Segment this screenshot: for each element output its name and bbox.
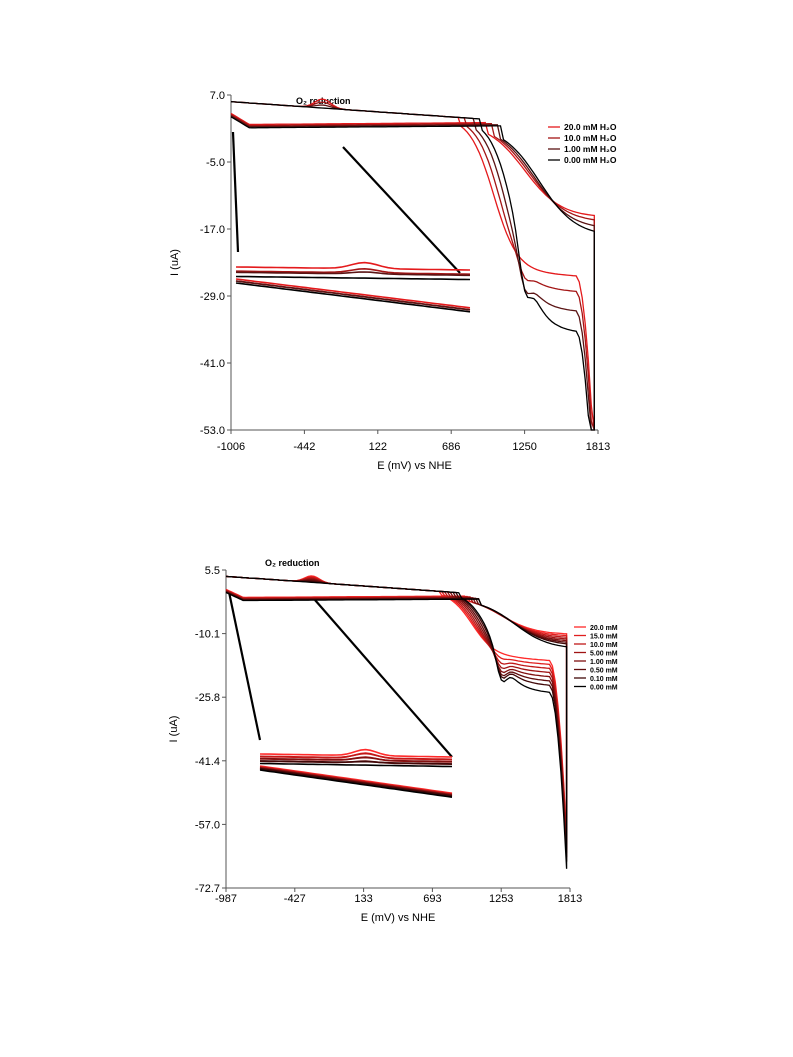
series-line xyxy=(225,575,568,841)
series-line xyxy=(225,575,568,845)
y-axis-label: I (uA) xyxy=(169,249,181,276)
series-line xyxy=(225,575,568,849)
series-line xyxy=(230,101,595,431)
legend-label: 10.0 mM xyxy=(590,642,618,649)
annotation-o2-reduction: O₂ reduction xyxy=(296,96,351,106)
chart-bottom: 5.5 -10.1 -25.8 -41.4 -57.0 -72.7-987 -427 133 6… xyxy=(168,558,618,924)
x-tick-label: -1006 xyxy=(217,441,245,453)
series-line xyxy=(225,575,568,869)
series-line xyxy=(225,575,568,853)
inset-series-line xyxy=(235,278,471,309)
x-tick-label: -427 xyxy=(284,893,306,905)
legend-label: 0.00 mM H₂O xyxy=(564,155,617,165)
x-tick-label: 693 xyxy=(423,893,441,905)
x-tick-label: -987 xyxy=(215,893,237,905)
x-tick-label: 1250 xyxy=(512,441,536,453)
series-line xyxy=(225,575,568,858)
y-tick-label: -10.1 xyxy=(195,629,220,641)
y-tick-label: -5.0 xyxy=(206,157,225,169)
series-line xyxy=(230,98,595,431)
inset-series-line xyxy=(235,282,471,313)
x-axis-label: E (mV) vs NHE xyxy=(377,460,452,472)
zoom-indicator-line xyxy=(231,131,240,253)
series-line xyxy=(230,101,595,431)
series-line xyxy=(225,575,568,862)
y-axis-label: I (uA) xyxy=(168,716,180,743)
x-tick-label: 1813 xyxy=(558,893,582,905)
y-tick-label: 7.0 xyxy=(210,90,225,102)
y-tick-label: -57.0 xyxy=(195,819,220,831)
inset-series-line xyxy=(235,275,471,281)
y-tick-label: -29.0 xyxy=(200,291,225,303)
series-line xyxy=(225,575,568,837)
inset-series-line xyxy=(259,752,453,761)
x-tick-label: 1253 xyxy=(489,893,513,905)
zoom-indicator-line xyxy=(314,599,453,758)
series-line xyxy=(230,101,595,431)
x-tick-label: -442 xyxy=(293,441,315,453)
chart-top: 7.0 -5.0 -17.0 -29.0 -41.0 -53.0 -1006 -442 122 6… xyxy=(169,90,617,472)
x-tick-label: 686 xyxy=(442,441,460,453)
legend-label: 20.0 mM xyxy=(590,625,618,632)
inset-series-line xyxy=(259,766,453,796)
inset-series-line xyxy=(236,267,471,275)
zoom-indicator-line xyxy=(342,146,461,274)
y-tick-label: -72.7 xyxy=(195,883,220,895)
x-axis-label: E (mV) vs NHE xyxy=(361,912,436,924)
axes-frame xyxy=(230,95,598,431)
inset-series-line xyxy=(259,767,453,797)
y-tick-label: -41.4 xyxy=(195,756,220,768)
inset-series-line xyxy=(235,261,471,271)
legend-label: 0.50 mM xyxy=(590,668,618,675)
inset-series-line xyxy=(260,756,453,763)
legend-label: 0.00 mM xyxy=(590,685,618,692)
inset-series-line xyxy=(259,765,453,794)
legend-label: 1.00 mM H₂O xyxy=(564,144,617,154)
axes-frame xyxy=(225,570,570,889)
x-tick-label: 122 xyxy=(369,441,387,453)
x-tick-label: 1813 xyxy=(586,441,610,453)
legend-label: 10.0 mM H₂O xyxy=(564,133,617,143)
inset-series-line xyxy=(259,769,453,798)
legend-label: 1.00 mM xyxy=(590,659,618,666)
inset-series-line xyxy=(259,762,453,768)
y-tick-label: -25.8 xyxy=(195,692,220,704)
legend-label: 20.0 mM H₂O xyxy=(564,122,617,132)
annotation-o2-reduction: O₂ reduction xyxy=(265,558,320,568)
inset-series-line xyxy=(259,748,453,758)
inset-series-line xyxy=(235,280,471,311)
y-tick-label: 5.5 xyxy=(205,565,220,577)
y-tick-label: -41.0 xyxy=(200,358,225,370)
x-tick-label: 133 xyxy=(354,893,372,905)
y-tick-label: -17.0 xyxy=(200,224,225,236)
zoom-indicator-line xyxy=(227,591,262,741)
legend-label: 15.0 mM xyxy=(590,634,618,641)
y-tick-label: -53.0 xyxy=(200,425,225,437)
inset-series-line xyxy=(235,271,470,277)
legend-label: 5.00 mM xyxy=(590,651,618,658)
legend-label: 0.10 mM xyxy=(590,676,618,683)
inset-series-line xyxy=(260,760,453,765)
